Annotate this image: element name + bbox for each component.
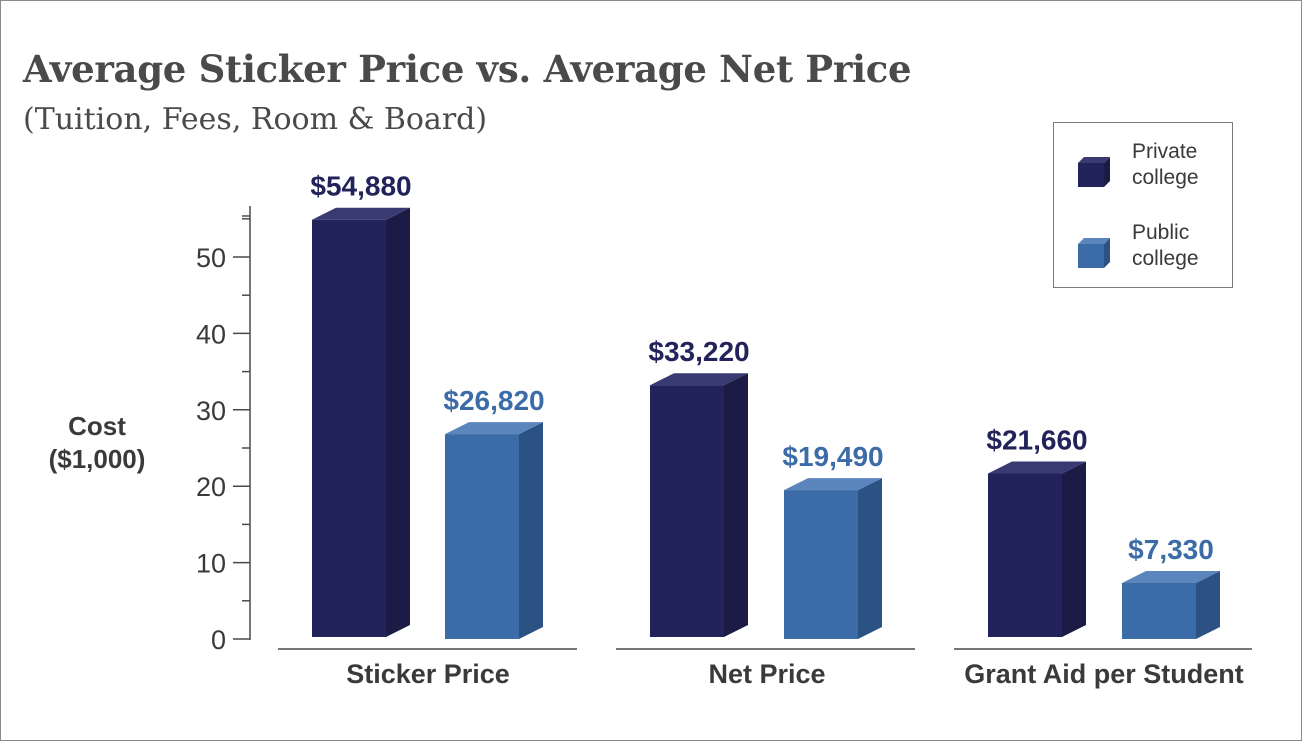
bar [312, 219, 386, 637]
bar-top [312, 207, 410, 220]
data-label: $21,660 [986, 425, 1087, 456]
legend-label-private: Private college [1132, 140, 1199, 189]
category-label: Sticker Price [346, 659, 510, 689]
bar-top [784, 478, 882, 491]
chart-title: Average Sticker Price vs. Average Net Pr… [23, 47, 912, 91]
bar [650, 385, 724, 637]
legend-item-private: Private college [1078, 137, 1228, 197]
bar-side [1062, 461, 1086, 637]
y-tick-label: 50 [196, 243, 226, 273]
bar-side [519, 422, 543, 639]
legend-swatch-private [1078, 157, 1110, 187]
data-label: $7,330 [1128, 534, 1214, 565]
data-label: $54,880 [310, 171, 411, 202]
bar [784, 490, 858, 639]
y-axis-label: ($1,000) [49, 444, 146, 474]
bar [988, 473, 1062, 637]
legend: Private college Public college [1053, 122, 1233, 288]
bar [1122, 582, 1196, 639]
legend-item-public: Public college [1078, 218, 1228, 278]
bar-top [650, 373, 748, 386]
category-label: Net Price [708, 659, 825, 689]
data-label: $19,490 [782, 441, 883, 472]
bar [445, 434, 519, 639]
legend-swatch-public [1078, 238, 1110, 268]
y-tick-label: 20 [196, 472, 226, 502]
y-axis-label: Cost [68, 411, 126, 441]
chart-subtitle: (Tuition, Fees, Room & Board) [23, 102, 488, 137]
bar-side [858, 478, 882, 639]
bar-side [386, 207, 410, 637]
bar-side [724, 373, 748, 637]
bar-side [1196, 570, 1220, 639]
legend-label-public: Public college [1132, 221, 1199, 270]
bar-top [988, 461, 1086, 474]
data-label: $33,220 [648, 336, 749, 367]
data-label: $26,820 [443, 385, 544, 416]
y-tick-label: 30 [196, 396, 226, 426]
y-tick-label: 0 [211, 625, 226, 655]
bar-top [1122, 570, 1220, 583]
category-label: Grant Aid per Student [964, 659, 1244, 689]
bar-top [445, 422, 543, 435]
y-tick-label: 10 [196, 549, 226, 579]
y-tick-label: 40 [196, 319, 226, 349]
